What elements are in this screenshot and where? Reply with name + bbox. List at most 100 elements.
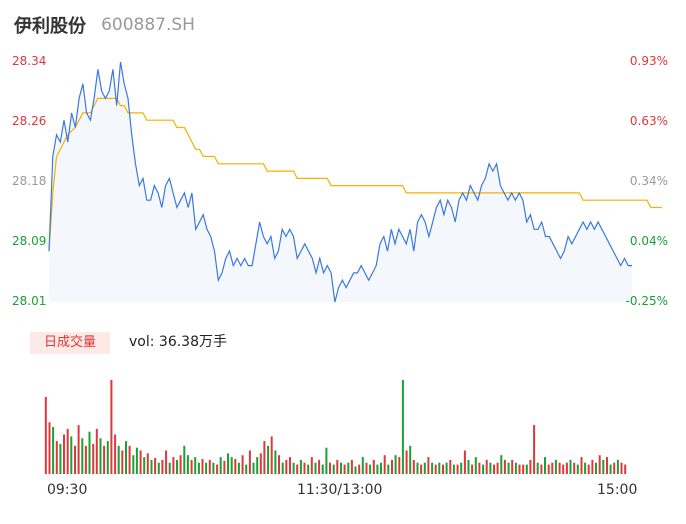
volume-bar [576,464,579,474]
volume-bar [467,459,470,474]
volume-bar [616,459,619,474]
volume-bar [314,462,317,474]
volume-bar [347,462,350,474]
volume-bar [496,462,499,474]
volume-bar [554,459,557,474]
volume-bar [212,462,215,474]
time-label-open: 09:30 [47,482,88,498]
volume-bar [361,457,364,474]
volume-bar [489,462,492,474]
volume-bar [168,462,171,474]
volume-bar [223,460,226,474]
volume-bar [565,462,568,474]
volume-bar [500,455,503,474]
volume-bar [281,462,284,474]
volume-bar [525,464,528,474]
volume-bar [442,464,444,474]
volume-bar [95,428,98,474]
volume-bar [241,455,244,474]
volume-bar [114,434,117,474]
pct-tick-right: 0.34% [629,174,668,188]
volume-bar [478,462,481,474]
volume-bar [493,464,495,474]
volume-bar [449,459,452,474]
volume-bar [533,425,536,474]
volume-bar [289,457,291,474]
volume-bar [237,462,240,474]
volume-bar [154,458,157,474]
volume-bar [445,462,448,474]
volume-bar [380,462,382,474]
volume-bar [219,457,222,474]
volume-bar [544,457,546,474]
volume-bar [456,464,459,474]
volume-bar [81,438,84,474]
volume-bar [507,462,510,474]
volume-bar [274,450,277,474]
daily-volume-tab[interactable]: 日成交量 [30,332,110,354]
volume-bar [602,459,605,474]
volume-bar [503,459,506,474]
volume-bar [307,464,310,474]
volume-bar [460,462,463,474]
volume-bar [409,445,412,474]
volume-bar [609,464,612,474]
volume-bar [176,459,178,474]
volume-bar [518,464,521,474]
volume-bar [205,462,208,474]
volume-bar [117,445,120,474]
volume-bar [157,462,160,474]
volume-bar [230,457,233,474]
volume-bar [340,462,342,474]
volume-bar [372,459,375,474]
volume-bar [55,441,58,474]
volume-bar [303,462,306,474]
volume-bar [471,464,474,474]
volume-bar [44,396,47,474]
volume-bar [70,436,73,474]
volume-bar [106,441,109,474]
price-line [48,61,632,303]
volume-bar [591,459,594,474]
volume-bar [88,431,91,474]
volume-bar [547,464,550,474]
volume-bar [299,459,302,474]
volume-bar [63,434,65,474]
volume-bar [197,462,200,474]
volume-bar [387,464,390,474]
price-tick-left: 28.18 [12,174,47,188]
pct-tick-right: 0.93% [629,54,668,68]
volume-bar [208,459,211,474]
volume-bar [285,459,288,474]
volume-bar [278,455,280,474]
volume-bar [179,455,182,474]
volume-bar [146,453,149,474]
volume-bar [463,450,466,474]
volume-bar [190,459,193,474]
pct-tick-right: -0.25% [625,294,668,308]
time-label-midday: 11:30/13:00 [297,482,383,498]
volume-bar [84,445,87,474]
volume-bar [292,462,295,474]
volume-bar [172,457,175,474]
volume-bar [201,459,204,474]
volume-bar [416,462,419,474]
volume-bar [474,457,477,474]
price-tick-left: 28.26 [12,114,47,128]
volume-bar [318,459,321,474]
volume-bar [383,455,386,474]
volume-bar [376,464,379,474]
volume-chart-area [44,380,627,474]
volume-bar [420,464,423,474]
volume-bar [77,425,80,474]
volume-bar [165,450,168,474]
volume-bar [529,459,532,474]
pct-tick-right: 0.63% [629,114,668,128]
volume-bar [558,462,561,474]
volume-bar [369,464,372,474]
volume-bar [74,445,76,474]
price-tick-left: 28.34 [12,54,47,68]
volume-bar [143,457,146,474]
volume-bar [536,462,539,474]
volume-bar [485,459,488,474]
